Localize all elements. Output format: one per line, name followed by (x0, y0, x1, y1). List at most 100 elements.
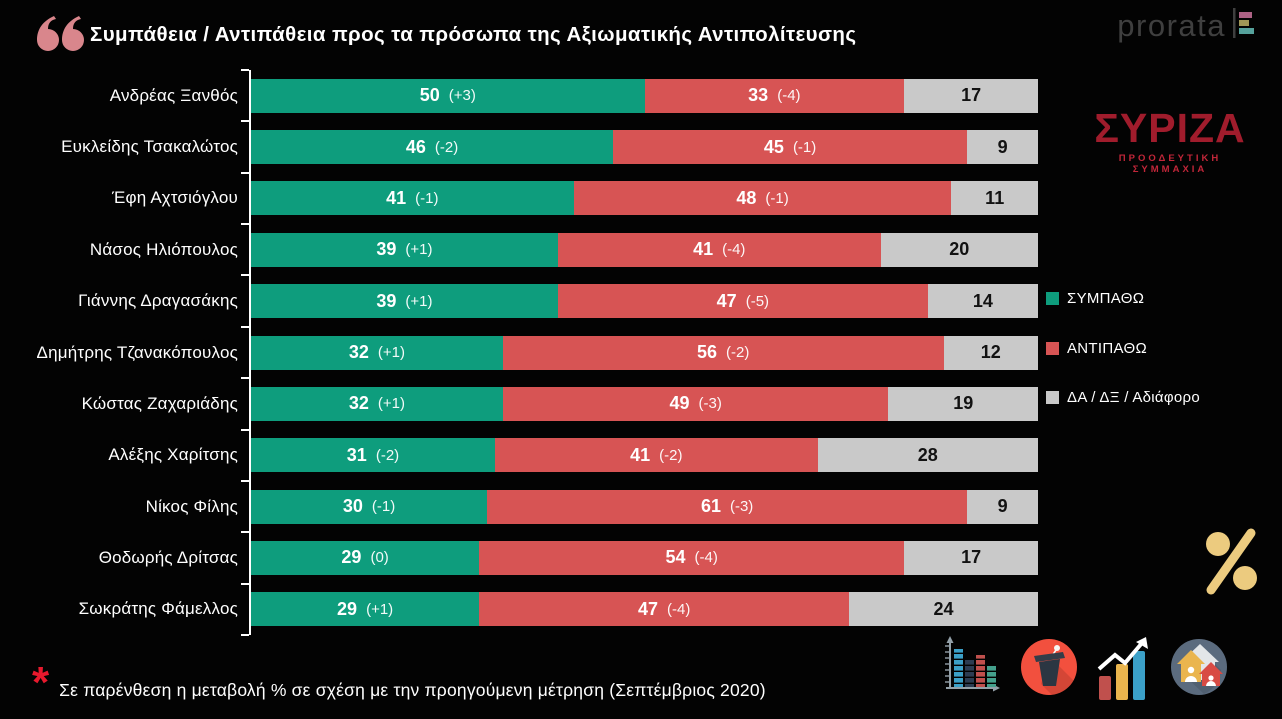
category-label: Κώστας Ζαχαριάδης (81, 393, 238, 413)
percent-icon (1198, 524, 1264, 605)
value-label: 29 (341, 547, 362, 568)
bar-row: 46 (-2) 45 (-1) 9 (251, 130, 1038, 165)
legend-item-antipathy: ΑΝΤΙΠΑΘΩ (1046, 340, 1147, 357)
axis-tick (241, 223, 249, 226)
category-label: Γιάννης Δραγασάκης (78, 291, 238, 311)
value-label: 32 (348, 342, 369, 362)
bar-row: 39 (+1) 47 (-5) 14 (251, 284, 1038, 319)
value-label: 32 (348, 393, 369, 414)
change-label: (-1) (415, 189, 439, 207)
value-label: 47 (637, 598, 658, 619)
syriza-logo: ΣΥΡΙΖΑ ΠΡΟΟΔΕΥΤΙΚΗ ΣΥΜΜΑΧΙΑ (1080, 105, 1260, 176)
change-label: (-3) (698, 395, 722, 413)
antipathy-segment: 56 (-2) (502, 335, 944, 370)
change-label: (+1) (366, 600, 394, 618)
legend-swatch-sympathy (1046, 292, 1059, 305)
change-label: (-4) (722, 241, 746, 259)
bar-row: 29 (+1) 47 (-4) 24 (251, 592, 1038, 627)
antipathy-segment: 47 (-5) (557, 284, 928, 319)
change-label: (-4) (667, 600, 691, 618)
legend-label: ΑΝΤΙΠΑΘΩ (1067, 340, 1147, 357)
neutral-segment: 17 (904, 540, 1038, 575)
neutral-segment: 14 (927, 284, 1038, 319)
neutral-segment: 17 (904, 78, 1038, 113)
neutral-segment: 24 (849, 592, 1038, 627)
neutral-segment: 9 (967, 489, 1038, 524)
value-label: 56 (697, 342, 718, 362)
legend-item-neutral: ΔΑ / ΔΞ / Αδιάφορο (1046, 389, 1200, 406)
change-label: (+1) (377, 344, 405, 361)
antipathy-segment: 47 (-4) (479, 592, 850, 627)
change-label: (-2) (434, 138, 459, 156)
value-label: 54 (665, 547, 686, 568)
axis-tick (241, 582, 249, 585)
legend-label: ΔΑ / ΔΞ / Αδιάφορο (1067, 389, 1201, 406)
podium-icon (1019, 636, 1079, 703)
bar-row: 30 (-1) 61 (-3) 9 (251, 489, 1038, 524)
value-label: 61 (700, 496, 721, 517)
syriza-wordmark: ΣΥΡΙΖΑ (1094, 105, 1246, 151)
sympathy-segment: 32 (+1) (251, 386, 503, 421)
category-label: Νίκος Φίλης (145, 496, 238, 516)
change-label: (-4) (777, 87, 801, 105)
housing-icon (1169, 636, 1229, 703)
antipathy-segment: 41 (-2) (494, 438, 818, 473)
neutral-segment: 11 (951, 181, 1038, 216)
change-label: (+1) (405, 241, 433, 259)
sympathy-segment: 31 (-2) (251, 438, 495, 473)
value-label: 39 (376, 290, 397, 311)
category-label: Έφη Αχτσιόγλου (111, 188, 238, 208)
sympathy-segment: 41 (-1) (251, 181, 574, 216)
value-label: 29 (337, 598, 358, 619)
antipathy-segment: 61 (-3) (487, 489, 968, 524)
prorata-wordmark: prorata (1117, 7, 1226, 43)
value-label: 19 (953, 393, 974, 414)
footnote-asterisk: * (32, 658, 50, 707)
footnote-text: Σε παρένθεση η μεταβολή % σε σχέση με τη… (59, 680, 766, 700)
value-label: 47 (716, 290, 737, 311)
change-label: (-4) (694, 549, 718, 567)
bar-row: 32 (+1) 56 (-2) 12 (251, 335, 1038, 370)
axis-tick (241, 69, 249, 71)
antipathy-segment: 49 (-3) (502, 386, 889, 421)
category-label: Ευκλείδης Τσακαλώτος (61, 137, 238, 157)
page-title: Συμπάθεια / Αντιπάθεια προς τα πρόσωπα τ… (90, 23, 857, 46)
value-label: 24 (933, 598, 954, 619)
value-label: 17 (961, 85, 982, 106)
value-label: 11 (985, 187, 1005, 208)
sympathy-segment: 29 (0) (251, 540, 480, 575)
syriza-subtitle: ΠΡΟΟΔΕΥΤΙΚΗ ΣΥΜΜΑΧΙΑ (1118, 153, 1222, 175)
value-label: 17 (961, 547, 982, 568)
value-label: 30 (342, 496, 363, 517)
change-label: (-2) (375, 446, 400, 464)
change-label: (-2) (726, 344, 750, 361)
change-label: (-1) (371, 498, 396, 516)
value-label: 41 (386, 187, 407, 208)
change-label: (+1) (377, 395, 405, 413)
value-label: 41 (630, 444, 651, 465)
axis-tick (241, 377, 249, 380)
bar-row: 41 (-1) 48 (-1) 11 (251, 181, 1038, 216)
axis-tick (241, 274, 249, 277)
footnote: * Σε παρένθεση η μεταβολή % σε σχέση με … (32, 658, 766, 707)
value-label: 41 (693, 239, 714, 260)
y-axis-line (249, 70, 251, 635)
antipathy-segment: 33 (-4) (644, 78, 905, 113)
category-label: Νάσος Ηλιόπουλος (89, 239, 238, 259)
antipathy-segment: 48 (-1) (573, 181, 952, 216)
prorata-mark-icon (1232, 6, 1256, 45)
value-label: 49 (669, 393, 690, 414)
sympathy-segment: 50 (+3) (251, 78, 645, 113)
value-label: 12 (980, 342, 1001, 362)
change-label: (0) (370, 549, 389, 567)
value-label: 14 (972, 290, 993, 311)
icons-row (938, 634, 1229, 705)
change-label: (-1) (765, 189, 789, 207)
sympathy-segment: 30 (-1) (251, 489, 488, 524)
sympathy-segment: 32 (+1) (251, 335, 503, 370)
bar-row: 31 (-2) 41 (-2) 28 (251, 438, 1038, 473)
axis-tick (241, 171, 249, 174)
neutral-segment: 28 (817, 438, 1038, 473)
change-label: (-1) (792, 138, 817, 156)
value-label: 39 (376, 239, 397, 260)
